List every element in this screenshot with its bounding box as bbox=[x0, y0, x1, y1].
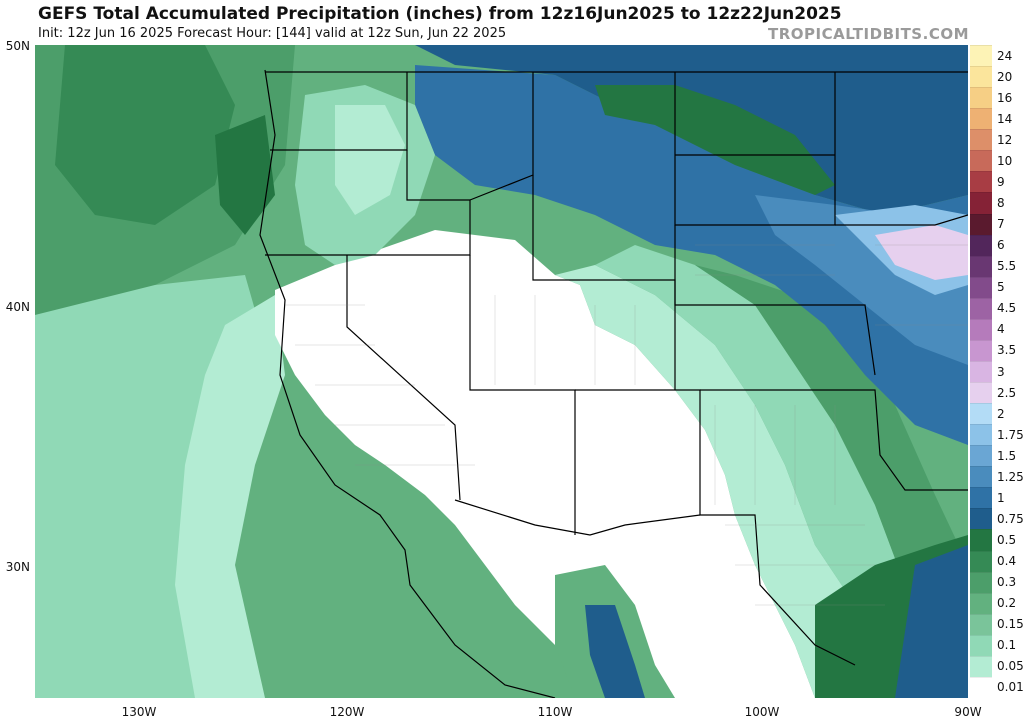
colorbar-label: 0.15 bbox=[997, 617, 1024, 632]
iowa-border bbox=[835, 214, 968, 226]
colorbar-cell bbox=[970, 529, 992, 551]
colorbar-cell bbox=[970, 171, 992, 193]
midwest-max-2-5in bbox=[875, 225, 968, 280]
colorbar-label: 10 bbox=[997, 153, 1013, 168]
plains-light-band bbox=[555, 265, 885, 698]
lat-label-30n: 30N bbox=[5, 560, 30, 574]
colorbar-cell bbox=[970, 382, 992, 404]
colorbar-label: 0.01 bbox=[997, 680, 1024, 695]
colorbar-label: 7 bbox=[997, 217, 1005, 232]
west-coastline bbox=[259, 69, 556, 698]
coastal-band-heavy bbox=[215, 115, 275, 235]
colorbar-label: 0.05 bbox=[997, 659, 1024, 674]
colorbar-label: 9 bbox=[997, 174, 1005, 189]
colorbar-cell bbox=[970, 87, 992, 109]
colorbar-cell bbox=[970, 192, 992, 214]
colorbar-cell bbox=[970, 445, 992, 467]
wyoming-colorado-border bbox=[532, 175, 676, 390]
colorbar-cell bbox=[970, 592, 992, 614]
dakotas-border bbox=[674, 72, 836, 226]
colorbar-label: 16 bbox=[997, 90, 1013, 105]
county-lines bbox=[285, 244, 968, 606]
colorbar-cell bbox=[970, 634, 992, 656]
lon-label-130w: 130W bbox=[121, 705, 157, 719]
dry-southwest-region bbox=[275, 230, 815, 698]
lat-label-40n: 40N bbox=[5, 300, 30, 314]
idaho-montana-border bbox=[469, 72, 534, 201]
colorbar-label: 0.75 bbox=[997, 511, 1024, 526]
colorbar-cell bbox=[970, 466, 992, 488]
lon-label-120w: 120W bbox=[329, 705, 365, 719]
colorbar-label: 12 bbox=[997, 132, 1013, 147]
colorbar-label: 1.25 bbox=[997, 469, 1024, 484]
colorbar-cell bbox=[970, 297, 992, 319]
pacific-nw-lightest-band bbox=[335, 105, 405, 215]
colorbar-label: 8 bbox=[997, 195, 1005, 210]
oklahoma-texas-border bbox=[700, 389, 968, 491]
colorbar-cell bbox=[970, 424, 992, 446]
lon-label-100w: 100W bbox=[744, 705, 780, 719]
colorbar-label: 1 bbox=[997, 490, 1005, 505]
colorbar-label: 4.5 bbox=[997, 301, 1017, 316]
colorbar-cell bbox=[970, 571, 992, 593]
precipitation-map bbox=[35, 45, 968, 698]
colorbar-cell bbox=[970, 318, 992, 340]
gulf-blue-band bbox=[895, 545, 968, 698]
colorbar-label: 5.5 bbox=[997, 259, 1017, 274]
map-canvas bbox=[35, 45, 968, 698]
colorbar-cell bbox=[970, 108, 992, 130]
colorbar-cell bbox=[970, 66, 992, 88]
nebraska-kansas-border bbox=[674, 225, 876, 376]
colorbar-label: 1.5 bbox=[997, 448, 1017, 463]
colorbar-cell bbox=[970, 255, 992, 277]
colorbar-label: 5 bbox=[997, 280, 1005, 295]
colorbar-cell bbox=[970, 129, 992, 151]
map-title: GEFS Total Accumulated Precipitation (in… bbox=[38, 4, 842, 24]
colorbar-label: 14 bbox=[997, 111, 1013, 126]
california-nevada-border bbox=[346, 255, 461, 501]
colorbar-cell bbox=[970, 150, 992, 172]
colorbar-cell bbox=[970, 655, 992, 677]
colorbar-cell bbox=[970, 45, 992, 67]
political-boundaries bbox=[259, 69, 968, 698]
sw-ocean-lightest-band bbox=[175, 295, 285, 698]
colorbar-cell bbox=[970, 276, 992, 298]
colorbar-label: 3 bbox=[997, 364, 1005, 379]
colorbar-label: 3.5 bbox=[997, 343, 1017, 358]
colorbar-cell bbox=[970, 508, 992, 530]
colorbar-label: 0.2 bbox=[997, 596, 1017, 611]
colorbar-label: 0.1 bbox=[997, 638, 1017, 653]
colorbar-cell bbox=[970, 360, 992, 383]
nevada-utah-border bbox=[469, 255, 576, 535]
colorbar-cell bbox=[970, 487, 992, 509]
precip-colorbar bbox=[970, 45, 992, 698]
colorbar-cell bbox=[970, 234, 992, 256]
colorbar-label: 2.5 bbox=[997, 385, 1017, 400]
lon-label-90w: 90W bbox=[954, 705, 982, 719]
colorbar-cell bbox=[970, 676, 992, 698]
colorbar-label: 0.4 bbox=[997, 554, 1017, 569]
colorbar-cell bbox=[970, 550, 992, 572]
colorbar-cell bbox=[970, 613, 992, 635]
offshore-band-heavy bbox=[55, 45, 235, 225]
colorbar-cell bbox=[970, 213, 992, 235]
colorbar-label: 0.3 bbox=[997, 575, 1017, 590]
colorbar-label: 0.5 bbox=[997, 533, 1017, 548]
dakotas-green-band bbox=[595, 85, 835, 195]
lon-label-110w: 110W bbox=[537, 705, 573, 719]
colorbar-label: 24 bbox=[997, 48, 1013, 63]
colorbar-cell bbox=[970, 403, 992, 425]
colorbar-label: 4 bbox=[997, 322, 1005, 337]
colorbar-label: 6 bbox=[997, 238, 1005, 253]
colorbar-label: 20 bbox=[997, 69, 1013, 84]
colorbar-cell bbox=[970, 339, 992, 361]
us-mexico-border bbox=[454, 499, 701, 536]
sierra-madre-heavy-core bbox=[585, 605, 645, 698]
colorbar-label: 1.75 bbox=[997, 427, 1024, 442]
colorbar-label: 2 bbox=[997, 406, 1005, 421]
site-watermark: TROPICALTIDBITS.COM bbox=[768, 25, 969, 43]
map-subtitle: Init: 12z Jun 16 2025 Forecast Hour: [14… bbox=[38, 26, 507, 41]
lat-label-50n: 50N bbox=[5, 39, 30, 53]
northern-tier-blue-band bbox=[415, 65, 968, 445]
